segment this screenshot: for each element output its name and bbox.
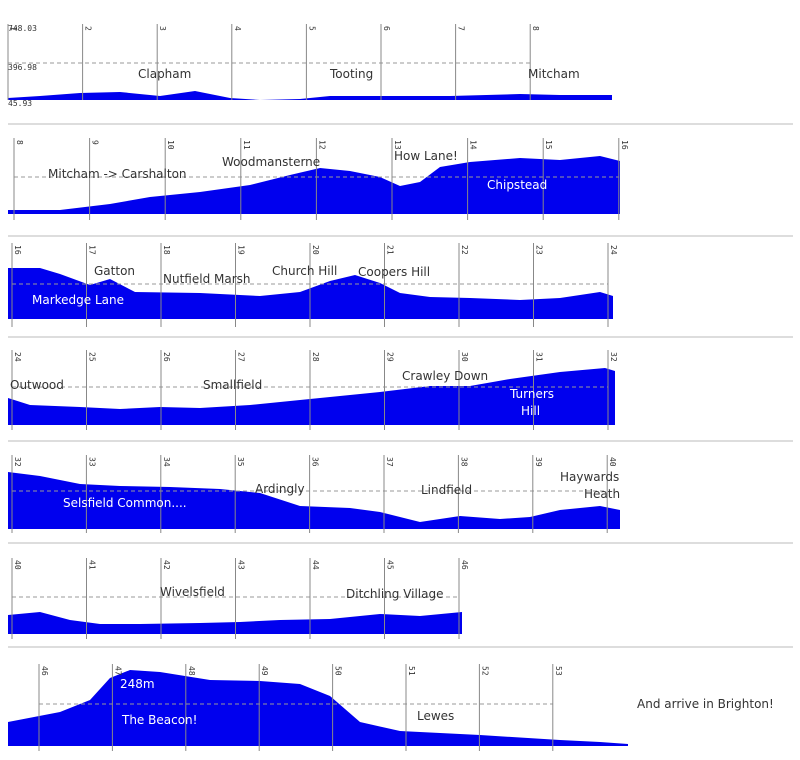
finish-label: And arrive in Brighton!: [637, 697, 774, 711]
km-tick-label: 53: [554, 666, 563, 676]
km-tick-label: 32: [609, 352, 618, 362]
km-tick-label: 14: [469, 140, 478, 150]
km-tick-label: 12: [317, 140, 326, 150]
y-tick-label: 45.93: [8, 99, 32, 108]
km-tick-label: 22: [460, 245, 469, 255]
place-label: Crawley Down: [402, 369, 488, 383]
km-tick-label: 4: [233, 26, 242, 31]
km-tick-label: 2: [84, 26, 93, 31]
place-label: Heath: [584, 487, 620, 501]
place-label: How Lane!: [394, 149, 458, 163]
km-tick-label: 16: [13, 245, 22, 255]
km-tick-label: 20: [311, 245, 320, 255]
km-tick-label: 27: [237, 352, 246, 362]
place-label: Hill: [521, 404, 540, 418]
km-tick-label: 21: [386, 245, 395, 255]
km-tick-label: 40: [13, 560, 22, 570]
km-tick-label: 36: [311, 457, 320, 467]
km-tick-label: 32: [13, 457, 22, 467]
place-label: Turners: [509, 387, 554, 401]
place-label: Smallfield: [203, 378, 262, 392]
km-tick-label: 1: [9, 26, 18, 31]
km-tick-label: 33: [87, 457, 96, 467]
place-label: Chipstead: [487, 178, 547, 192]
elevation-area-1: [8, 91, 612, 100]
elevation-area-4: [8, 368, 615, 425]
place-label: Mitcham -> Carshalton: [48, 167, 187, 181]
km-tick-label: 37: [385, 457, 394, 467]
km-tick-label: 6: [382, 26, 391, 31]
km-tick-label: 48: [187, 666, 196, 676]
place-label: Coopers Hill: [358, 265, 430, 279]
km-tick-label: 31: [535, 352, 544, 362]
place-label: Mitcham: [528, 67, 580, 81]
km-tick-label: 26: [162, 352, 171, 362]
km-tick-label: 41: [88, 560, 97, 570]
km-tick-label: 30: [460, 352, 469, 362]
km-tick-label: 47: [113, 666, 122, 676]
km-tick-label: 15: [544, 140, 553, 150]
place-label: Clapham: [138, 67, 191, 81]
y-tick-label: 748.03: [8, 24, 37, 33]
km-tick-label: 19: [237, 245, 246, 255]
km-tick-label: 42: [162, 560, 171, 570]
km-tick-label: 16: [620, 140, 629, 150]
km-tick-label: 8: [531, 26, 540, 31]
place-label: Tooting: [329, 67, 373, 81]
km-tick-label: 49: [260, 666, 269, 676]
km-tick-label: 13: [393, 140, 402, 150]
km-tick-label: 25: [88, 352, 97, 362]
place-label: Nutfield Marsh: [163, 272, 251, 286]
km-tick-label: 5: [307, 26, 316, 31]
km-tick-label: 7: [457, 26, 466, 31]
km-tick-label: 10: [166, 140, 175, 150]
km-tick-label: 11: [242, 140, 251, 150]
km-tick-label: 23: [535, 245, 544, 255]
km-tick-label: 44: [311, 560, 320, 570]
y-tick-label: 396.98: [8, 63, 37, 72]
place-label: Church Hill: [272, 264, 337, 278]
km-tick-label: 39: [534, 457, 543, 467]
km-tick-label: 18: [162, 245, 171, 255]
place-label: Selsfield Common....: [63, 496, 187, 510]
km-tick-label: 35: [236, 457, 245, 467]
place-label: Gatton: [94, 264, 135, 278]
place-label: Lewes: [417, 709, 454, 723]
km-tick-label: 8: [15, 140, 24, 145]
place-label: Woodmansterne: [222, 155, 320, 169]
place-label: Ardingly: [255, 482, 305, 496]
elevation-area-7: [8, 670, 628, 746]
place-label: Lindfield: [421, 483, 472, 497]
place-label: Outwood: [10, 378, 64, 392]
km-tick-label: 29: [386, 352, 395, 362]
km-tick-label: 51: [407, 666, 416, 676]
km-tick-label: 28: [311, 352, 320, 362]
place-label: Ditchling Village: [346, 587, 444, 601]
km-tick-label: 46: [40, 666, 49, 676]
km-tick-label: 46: [460, 560, 469, 570]
place-label: Wivelsfield: [160, 585, 225, 599]
km-tick-label: 24: [609, 245, 618, 255]
km-tick-label: 3: [158, 26, 167, 31]
peak-elevation-label: 248m: [120, 677, 155, 691]
place-label: Markedge Lane: [32, 293, 124, 307]
km-tick-label: 34: [162, 457, 171, 467]
place-label: Haywards: [560, 470, 619, 484]
km-tick-label: 40: [608, 457, 617, 467]
place-label: The Beacon!: [121, 713, 197, 727]
elevation-area-2: [8, 156, 620, 214]
km-tick-label: 38: [459, 457, 468, 467]
km-tick-label: 50: [334, 666, 343, 676]
km-tick-label: 24: [13, 352, 22, 362]
km-tick-label: 52: [480, 666, 489, 676]
km-tick-label: 43: [237, 560, 246, 570]
km-tick-label: 45: [386, 560, 395, 570]
km-tick-label: 17: [88, 245, 97, 255]
km-tick-label: 9: [91, 140, 100, 145]
